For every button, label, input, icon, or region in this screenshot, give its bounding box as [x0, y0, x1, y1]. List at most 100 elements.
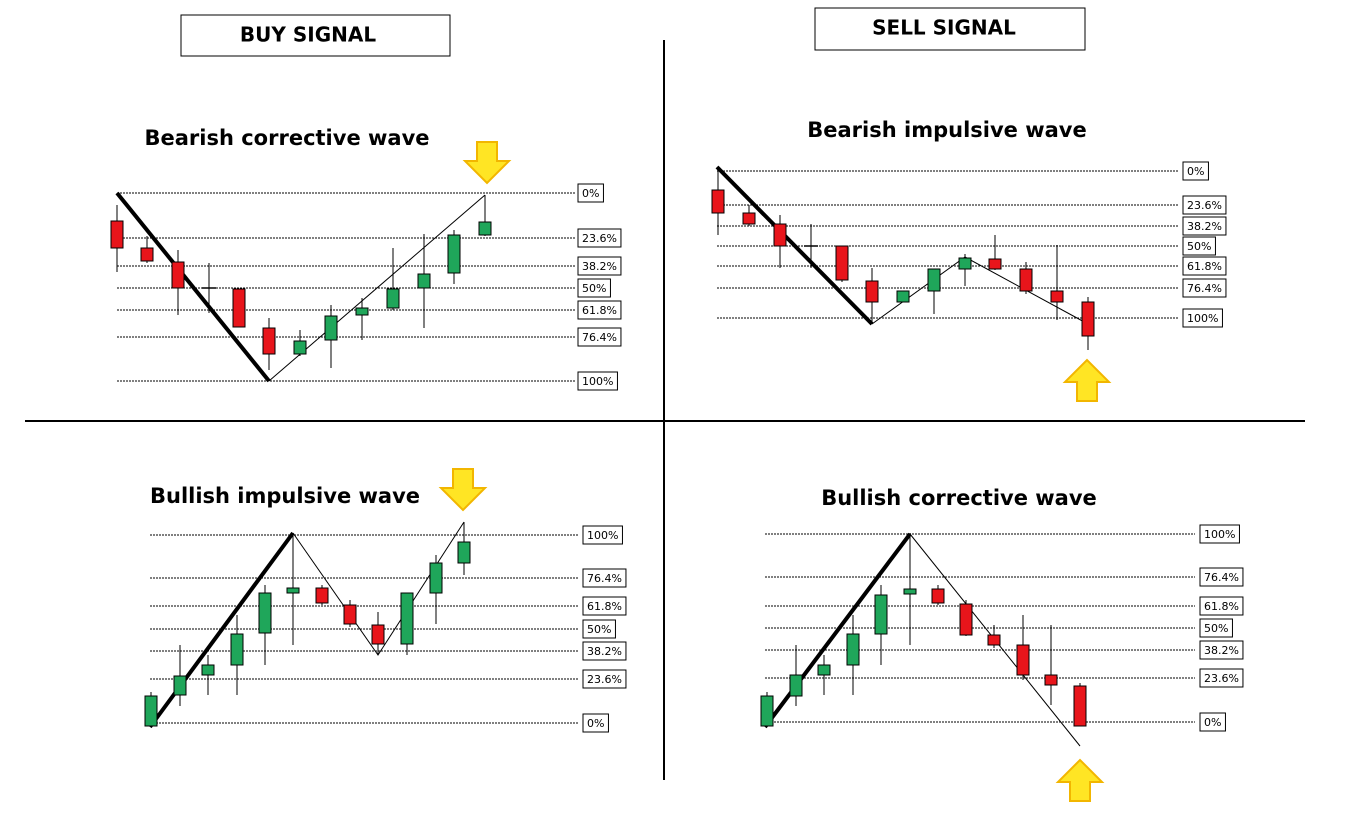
fib-label: 0% — [582, 187, 599, 200]
fib-label-box — [1199, 524, 1240, 544]
panel-title: Bearish corrective wave — [145, 126, 430, 150]
fib-label-box — [1182, 308, 1223, 328]
fib-label-box — [1182, 161, 1209, 181]
candle-body — [457, 541, 471, 564]
candle-body — [959, 603, 973, 636]
fib-label-box — [582, 525, 623, 545]
candle-body — [789, 674, 803, 697]
fib-label-box — [1182, 195, 1227, 215]
candle-body — [846, 633, 860, 666]
candle-body — [110, 220, 124, 249]
panel-title: Bullish corrective wave — [821, 486, 1097, 510]
candle-body — [171, 261, 185, 289]
fib-label: 50% — [582, 282, 606, 295]
panel-title: Bearish impulsive wave — [807, 118, 1086, 142]
fib-label-box — [577, 228, 622, 248]
signal-arrow — [462, 141, 512, 185]
fib-label: 100% — [582, 375, 613, 388]
signal-arrow — [1062, 358, 1112, 402]
fib-label-box — [1182, 216, 1227, 236]
candle-body — [958, 257, 972, 270]
wave-line-main — [115, 191, 271, 383]
candle-body — [478, 221, 492, 236]
fib-label-box — [582, 713, 609, 733]
candle-body — [903, 588, 917, 595]
candle-body — [201, 664, 215, 676]
fib-label: 38.2% — [587, 645, 622, 658]
fib-label: 38.2% — [1204, 644, 1239, 657]
fib-label-box — [1199, 668, 1244, 688]
candle-body — [343, 604, 357, 625]
candle-body — [711, 189, 725, 214]
candle-body — [742, 212, 756, 225]
fib-label: 76.4% — [1187, 282, 1222, 295]
fib-label: 76.4% — [1204, 571, 1239, 584]
candle-body — [817, 664, 831, 676]
candle-body — [293, 340, 307, 355]
candle-body — [417, 273, 431, 289]
fib-label: 100% — [587, 529, 618, 542]
fib-label-box — [582, 619, 616, 639]
candle-body — [1044, 674, 1058, 686]
wave-line-main — [763, 532, 912, 729]
candle-body — [429, 562, 443, 594]
fib-label: 38.2% — [582, 260, 617, 273]
fib-label: 61.8% — [582, 304, 617, 317]
fib-label-box — [577, 278, 611, 298]
candle-body — [1050, 290, 1064, 303]
panel-title: Bullish impulsive wave — [150, 484, 420, 508]
fib-label-box — [1182, 278, 1227, 298]
fib-label-box — [1199, 567, 1244, 587]
fib-label: 61.8% — [587, 600, 622, 613]
fib-label-box — [577, 371, 618, 391]
candle-body — [447, 234, 461, 274]
candle-body — [896, 290, 910, 303]
candle-body — [262, 327, 276, 355]
fib-label: 23.6% — [587, 673, 622, 686]
fib-label: 38.2% — [1187, 220, 1222, 233]
fib-label-box — [582, 568, 627, 588]
fib-label-box — [577, 327, 622, 347]
fib-label-box — [1199, 712, 1226, 732]
candle-body — [1081, 301, 1095, 337]
fib-label-box — [577, 183, 604, 203]
candle-body — [315, 587, 329, 604]
fib-label-box — [577, 256, 622, 276]
fib-label: 50% — [1204, 622, 1228, 635]
candle-body — [173, 675, 187, 696]
wave-line-main — [148, 531, 295, 729]
header-box — [814, 7, 1086, 51]
fib-label-box — [582, 669, 627, 689]
fib-label: 50% — [1187, 240, 1211, 253]
sell-header: SELL SIGNAL — [872, 16, 1016, 40]
candle-body — [324, 315, 338, 341]
candle-body — [140, 247, 154, 262]
fib-label: 23.6% — [582, 232, 617, 245]
header-box — [180, 14, 451, 57]
fib-label: 0% — [587, 717, 604, 730]
fib-label: 76.4% — [587, 572, 622, 585]
fib-label: 100% — [1204, 528, 1235, 541]
fib-label: 0% — [1187, 165, 1204, 178]
candle-body — [874, 594, 888, 635]
signal-arrow — [1055, 758, 1105, 802]
fib-label-box — [1199, 618, 1233, 638]
signal-arrow — [438, 468, 488, 512]
fib-label: 100% — [1187, 312, 1218, 325]
candle-body — [927, 268, 941, 292]
candle-body — [386, 288, 400, 309]
candle-body — [931, 588, 945, 604]
fib-label: 76.4% — [582, 331, 617, 344]
fib-label-box — [1199, 596, 1244, 616]
buy-header: BUY SIGNAL — [240, 23, 376, 47]
candle-body — [760, 695, 774, 727]
candle-body — [1019, 268, 1033, 292]
candle-body — [355, 307, 369, 316]
fib-label: 61.8% — [1187, 260, 1222, 273]
fib-label: 23.6% — [1187, 199, 1222, 212]
candle-body — [258, 592, 272, 634]
candle-body — [835, 245, 849, 281]
candle-body — [286, 587, 300, 594]
candle-body — [232, 288, 246, 328]
